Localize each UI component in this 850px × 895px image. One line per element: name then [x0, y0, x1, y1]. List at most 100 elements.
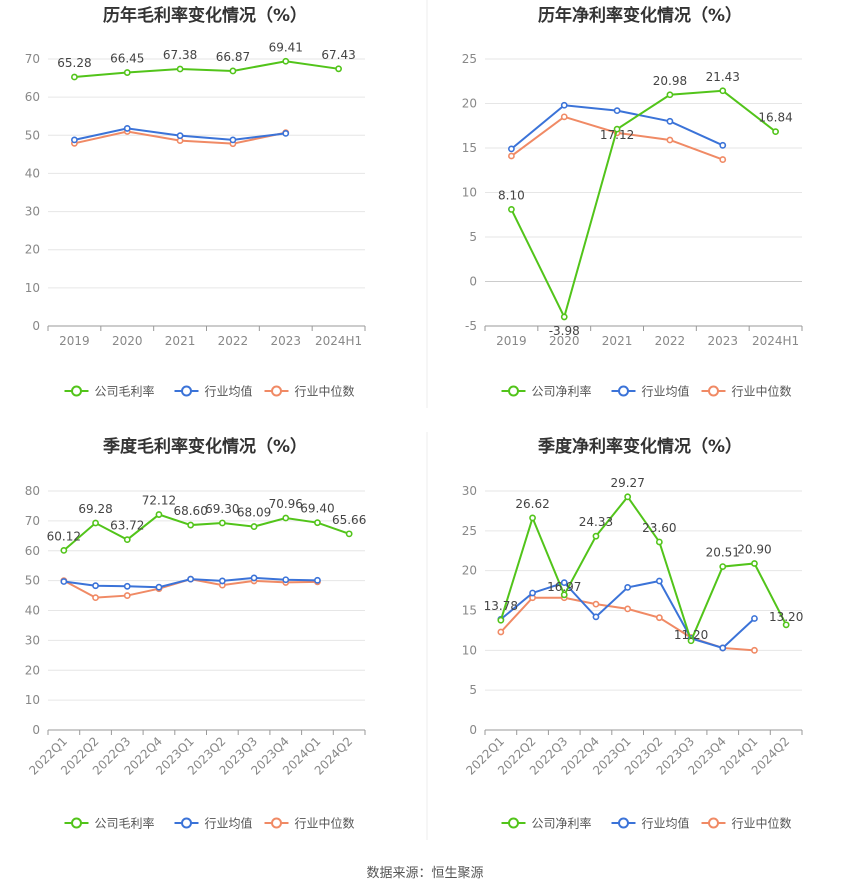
data-point-company: [772, 128, 779, 136]
data-point-industry-avg: [613, 107, 621, 115]
y-tick-label: 10: [25, 281, 40, 295]
y-tick-label: 20: [25, 243, 40, 257]
data-label: 67.38: [163, 48, 197, 62]
legend-item-industry-median: 行业中位数: [701, 816, 792, 831]
data-point-company: [218, 519, 226, 527]
data-point-industry-avg: [229, 136, 237, 144]
data-label: 70.96: [269, 497, 303, 511]
legend-swatch-marker: [71, 385, 82, 397]
y-tick-label: 15: [462, 604, 477, 618]
legend-label: 行业均值: [205, 816, 253, 831]
data-point-industry-median: [560, 113, 568, 121]
data-point-company: [187, 521, 195, 529]
chart-title: 季度毛利率变化情况（%）: [103, 436, 307, 457]
x-tick-label: 2024H1: [315, 334, 362, 348]
series-line-company: [510, 89, 777, 320]
data-point-company: [751, 560, 758, 567]
data-point-company: [250, 523, 258, 530]
legend-item-industry-avg: 行业均值: [611, 384, 690, 399]
data-point-industry-avg: [719, 644, 727, 652]
data-point-industry-avg: [92, 582, 99, 590]
legend-swatch-marker: [508, 817, 519, 829]
series-line-company: [74, 60, 339, 78]
data-point-industry-avg: [155, 583, 163, 591]
x-tick-label: 2023: [707, 334, 738, 348]
y-tick-label: 0: [469, 275, 477, 289]
data-point-company: [687, 637, 695, 645]
data-point-company: [592, 532, 600, 540]
y-tick-label: 70: [25, 52, 40, 66]
data-label: 72.12: [142, 494, 176, 508]
legend-label: 行业中位数: [732, 384, 792, 399]
data-label: 24.33: [579, 515, 613, 529]
y-tick-label: 30: [462, 484, 477, 498]
data-point-company: [60, 546, 68, 554]
data-label: 69.41: [269, 40, 303, 54]
legend-item-industry-avg: 行业均值: [174, 816, 253, 831]
data-point-company: [719, 563, 727, 571]
data-point-industry-avg: [123, 125, 131, 132]
chart-title: 历年毛利率变化情况（%）: [103, 5, 307, 26]
data-point-industry-avg: [187, 575, 195, 583]
data-point-industry-median: [719, 156, 727, 163]
legend-label: 行业均值: [642, 384, 690, 399]
data-label: 16.84: [758, 111, 792, 125]
data-label: 23.60: [642, 521, 676, 535]
chart-panel-2: 历年净利率变化情况（%） -5 0 5 10 15 20 25 2019 2020 2021 2022…: [462, 5, 803, 399]
data-label: 20.90: [737, 542, 771, 556]
data-point-industry-median: [123, 592, 131, 599]
data-label: 69.40: [300, 502, 334, 516]
legend-swatch-marker: [618, 385, 629, 397]
legend-swatch-marker: [71, 817, 82, 829]
data-point-company: [613, 125, 621, 133]
data-point-company: [314, 519, 321, 527]
chart-panel-4: 季度净利率变化情况（%）0510152025302022Q12022Q22022…: [462, 436, 804, 831]
data-label: 13.78: [484, 599, 518, 613]
y-tick-label: 80: [25, 484, 40, 498]
data-point-industry-median: [497, 628, 505, 636]
legend-swatch-marker: [708, 817, 719, 829]
data-point-industry-avg: [60, 578, 68, 585]
data-point-industry-avg: [71, 136, 78, 144]
x-tick-label: 2020: [549, 334, 580, 348]
data-point-company: [123, 69, 131, 76]
data-point-company: [719, 87, 727, 95]
data-point-industry-avg: [314, 576, 321, 584]
y-tick-label: 50: [25, 574, 40, 588]
legend-label: 行业均值: [642, 816, 690, 831]
y-tick-label: 5: [469, 230, 477, 244]
data-point-company: [92, 519, 99, 527]
legend-label: 公司毛利率: [95, 384, 155, 399]
data-point-industry-avg: [123, 582, 131, 590]
data-point-company: [560, 591, 568, 599]
legend-label: 公司净利率: [532, 816, 592, 831]
legend-swatch-marker: [181, 385, 192, 397]
data-label: 67.43: [321, 48, 355, 62]
x-tick-label: 2022: [655, 334, 686, 348]
legend-label: 行业中位数: [295, 816, 355, 831]
data-point-industry-avg: [176, 132, 184, 140]
data-point-industry-median: [92, 594, 99, 602]
legend-item-industry-avg: 行业均值: [174, 384, 253, 399]
data-label: 60.12: [47, 529, 81, 543]
data-label: 8.10: [498, 188, 525, 202]
legend-label: 行业均值: [205, 384, 253, 399]
data-point-industry-median: [666, 136, 674, 144]
x-tick-label: 2021: [602, 334, 633, 348]
data-label: 68.09: [237, 506, 271, 520]
x-tick-label: 2021: [165, 334, 196, 348]
data-label: 68.60: [173, 504, 207, 518]
data-label: -3.98: [549, 324, 580, 338]
data-point-company: [497, 616, 505, 624]
data-point-company: [655, 538, 663, 546]
data-label: 11.20: [674, 628, 708, 642]
data-label: 66.87: [216, 50, 250, 64]
data-point-company: [666, 91, 674, 99]
y-tick-label: 10: [462, 186, 477, 200]
data-point-industry-avg: [250, 574, 258, 582]
y-tick-label: 25: [462, 524, 477, 538]
chart-title: 季度净利率变化情况（%）: [538, 436, 742, 457]
chart-panel-3: 季度毛利率变化情况（%）010203040506070802022Q12022Q…: [25, 436, 367, 831]
data-label: 20.51: [706, 546, 740, 560]
